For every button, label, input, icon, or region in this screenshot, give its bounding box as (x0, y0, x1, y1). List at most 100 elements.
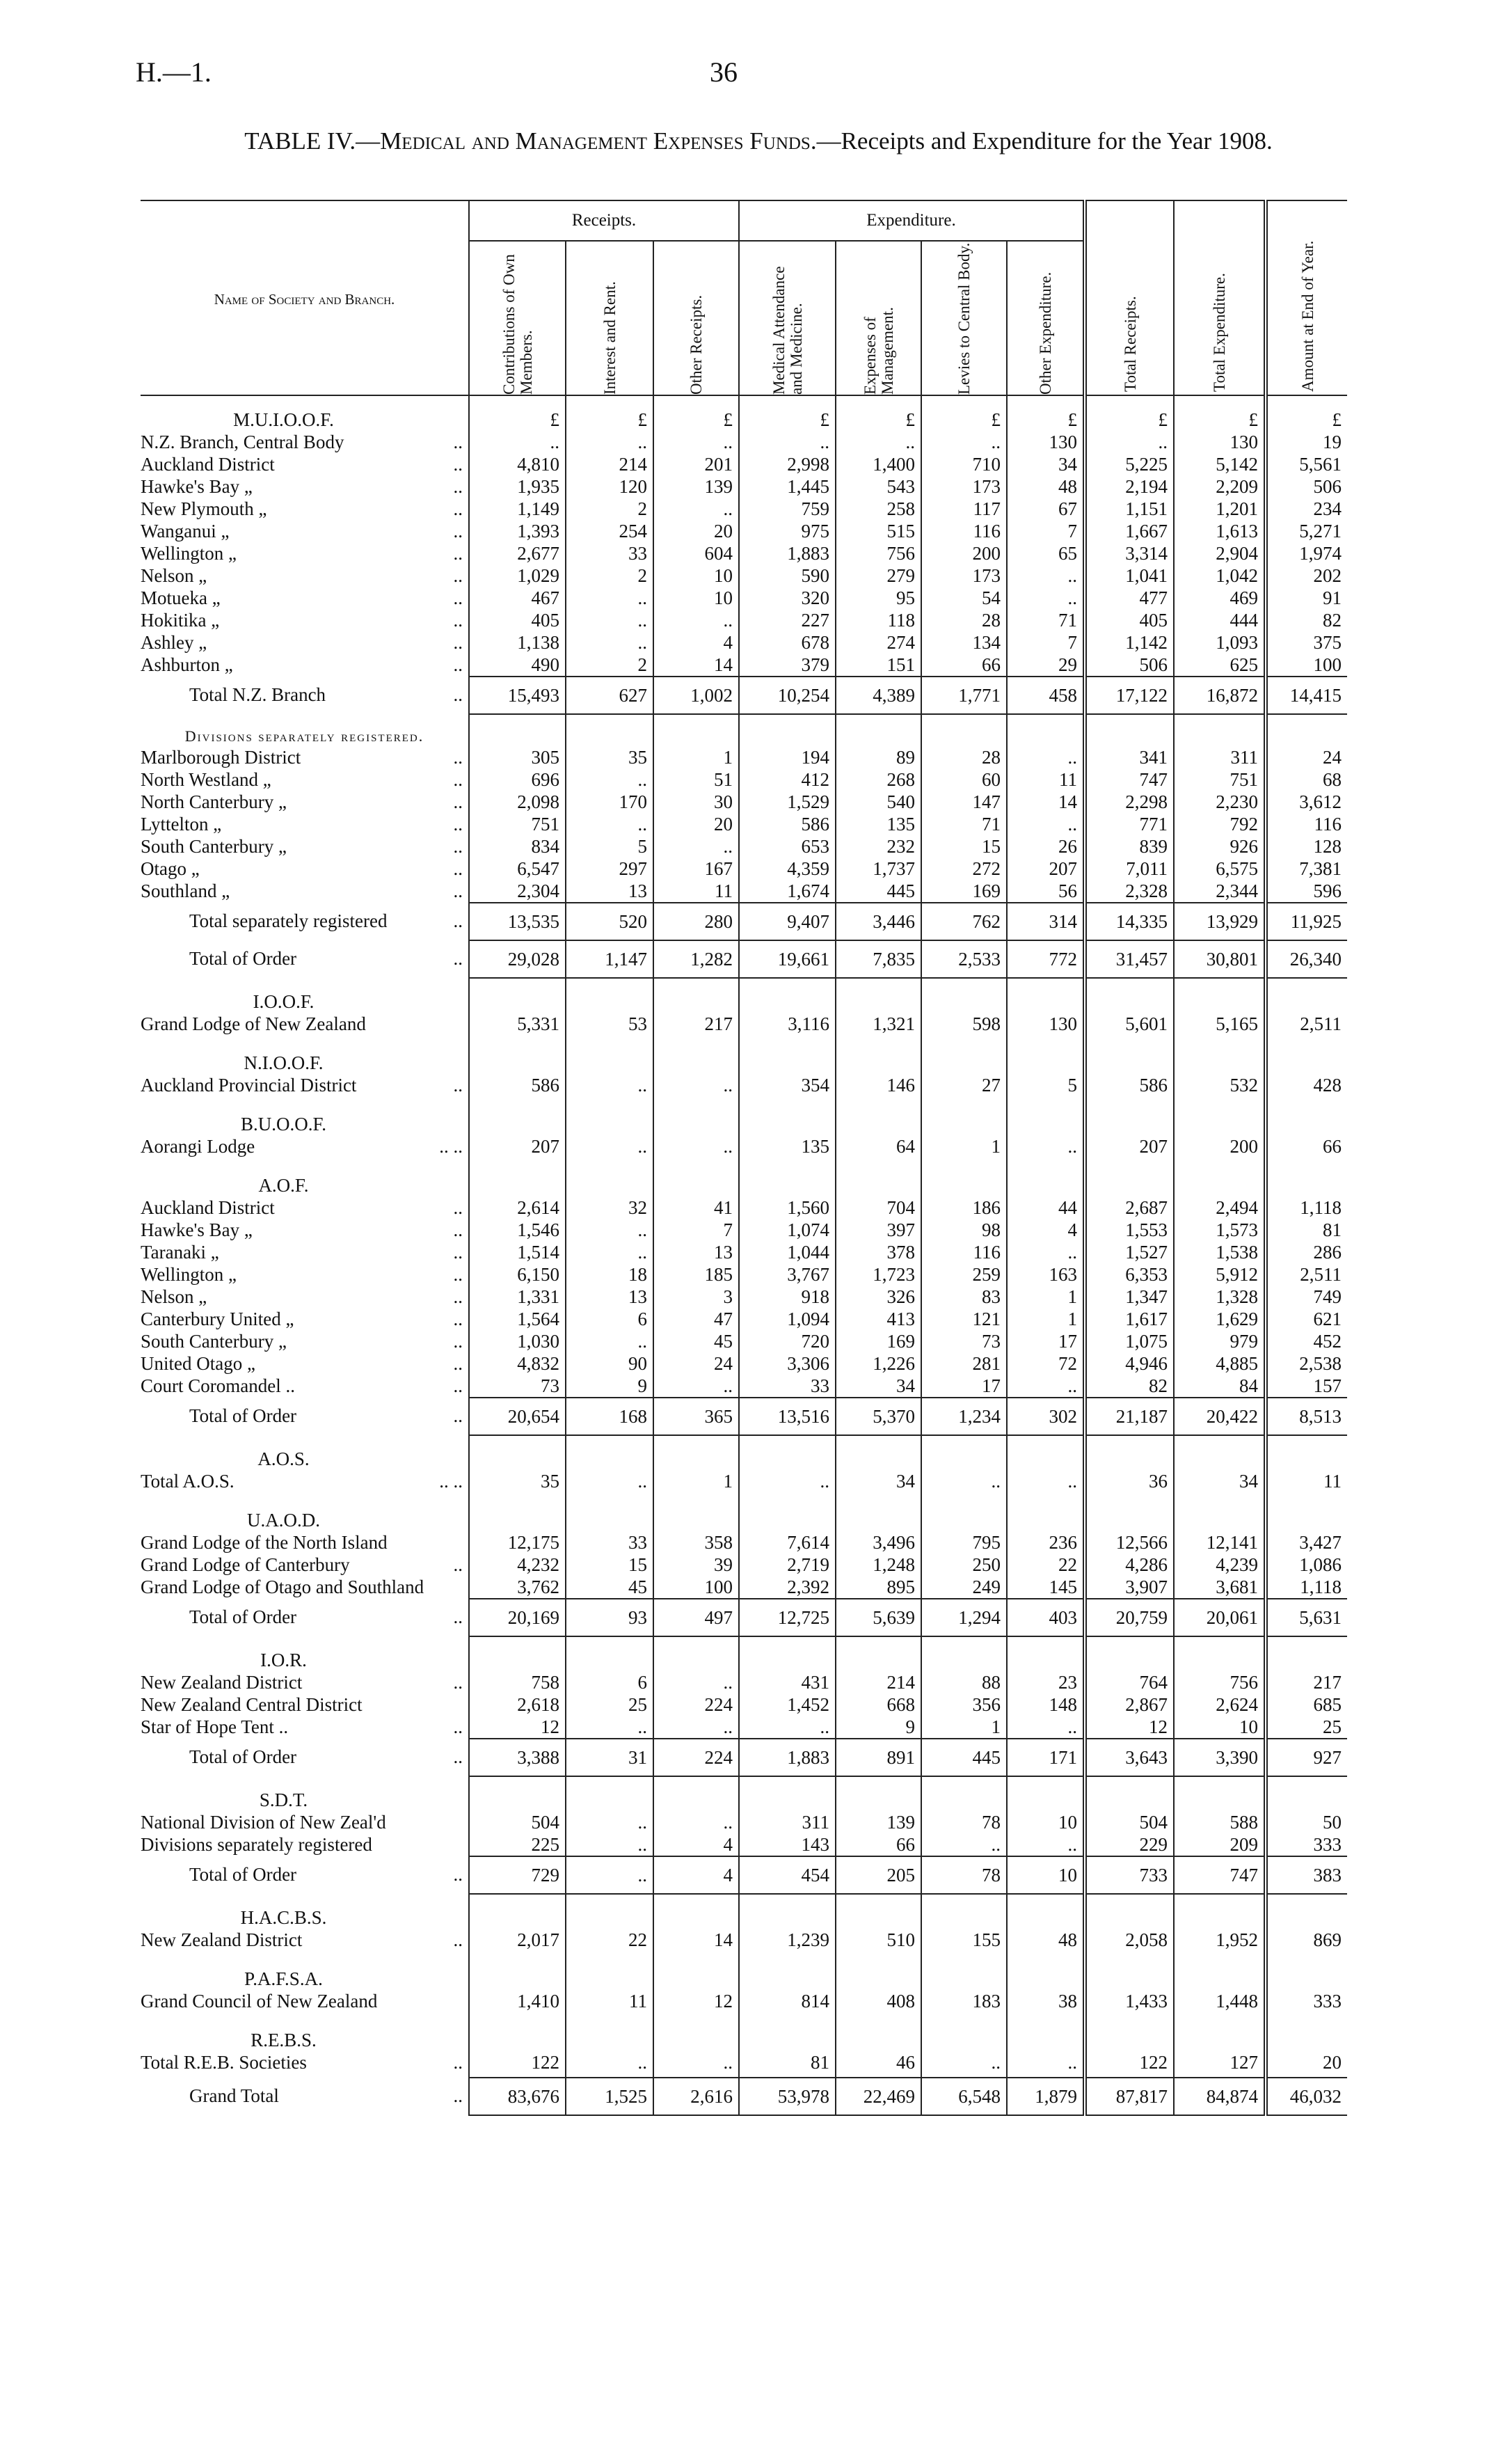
cell: 4,885 (1173, 1352, 1266, 1375)
cell (653, 714, 739, 746)
cell: 31,457 (1083, 940, 1174, 979)
cell: 48 (1006, 1929, 1085, 1951)
cell: 151 (835, 654, 921, 677)
cell: 35 (565, 746, 653, 768)
cell (565, 1100, 653, 1135)
table-header: Name of Society and Branch. Receipts. Expe… (141, 200, 1347, 396)
cell (1173, 2073, 1266, 2078)
cell (835, 1492, 921, 1496)
leader: .. (453, 498, 463, 519)
cell: 1,452 (738, 1693, 836, 1716)
cell: .. (565, 631, 653, 654)
cell: 5,631 (1264, 1598, 1347, 1637)
cell: 520 (565, 902, 653, 941)
cell: 762 (921, 902, 1007, 941)
cell: 1,974 (1264, 542, 1347, 564)
cell: 354 (738, 1074, 836, 1096)
leader: .. (453, 910, 463, 931)
cell (565, 1951, 653, 1955)
cell: 2,194 (1083, 475, 1174, 498)
cell: 67 (1006, 498, 1085, 520)
row-name-text: New Zealand District (141, 1672, 303, 1693)
row-name-text: Total of Order (189, 1864, 297, 1885)
cell (1173, 1096, 1266, 1100)
cell (1083, 1496, 1174, 1531)
unit: £ (468, 395, 566, 431)
leader: .. (453, 1405, 463, 1426)
column-header-text: Other Expenditure. (1036, 271, 1054, 395)
cell (921, 1039, 1007, 1074)
cell: 1,118 (1264, 1576, 1347, 1599)
cell: 47 (653, 1308, 739, 1330)
cell: 78 (921, 1811, 1007, 1833)
cell (835, 1035, 921, 1039)
group-heading: A.O.S. (257, 1448, 310, 1469)
cell: 167 (653, 858, 739, 880)
unit: £ (1173, 395, 1266, 431)
cell (738, 2016, 836, 2051)
cell: .. (565, 2051, 653, 2073)
cell: 14 (653, 654, 739, 677)
cell: 1,935 (468, 475, 566, 498)
cell: 2,058 (1083, 1929, 1174, 1951)
group-row: U.A.O.D. (141, 1496, 1347, 1531)
cell: 89 (835, 746, 921, 768)
cell: 2,098 (468, 791, 566, 813)
cell: 590 (738, 564, 836, 587)
cell: .. (565, 1330, 653, 1352)
cell: .. (565, 609, 653, 631)
cell: 38 (1006, 1990, 1085, 2012)
cell: 272 (921, 858, 1007, 880)
cell: 17 (921, 1375, 1007, 1398)
cell: 5,639 (835, 1598, 921, 1637)
name-header: Name of Society and Branch. (141, 200, 469, 396)
cell: 1,086 (1264, 1554, 1347, 1576)
cell (1173, 2016, 1266, 2051)
title: TABLE IV.—Medical and Management Expense… (139, 127, 1378, 156)
cell: 5 (565, 835, 653, 858)
leader: .. (453, 432, 463, 452)
cell: 91 (1264, 587, 1347, 609)
cell (565, 2016, 653, 2051)
cell (565, 1096, 653, 1100)
cell: 598 (921, 1013, 1007, 1035)
row-name: .. Auckland Provincial District (141, 1074, 469, 1096)
cell: 1,771 (921, 676, 1007, 715)
cell: 668 (835, 1693, 921, 1716)
group-heading: I.O.O.F. (253, 991, 315, 1012)
cell: 764 (1083, 1671, 1174, 1693)
cell (468, 1162, 566, 1196)
cell: 9 (835, 1716, 921, 1739)
cell: 490 (468, 654, 566, 677)
cell: 82 (1264, 609, 1347, 631)
cell (653, 2073, 739, 2078)
cell (1264, 1096, 1347, 1100)
row-name: .. Motueka „ (141, 587, 469, 609)
cell: 895 (835, 1576, 921, 1599)
cell: 170 (565, 791, 653, 813)
cell (921, 1435, 1007, 1470)
row: .. Hawke's Bay „ 1,935 120 139 1,445 543 173 48 2… (141, 475, 1347, 498)
cell: 4,810 (468, 453, 566, 475)
cell: 3,446 (835, 902, 921, 941)
row: .. Nelson „ 1,029 2 10 590 279 173.. 1,041 1,042 2… (141, 564, 1347, 587)
cell (653, 1636, 739, 1671)
cell: 35 (468, 1470, 566, 1492)
cell: 26 (1006, 835, 1085, 858)
cell (921, 1636, 1007, 1671)
cell: 326 (835, 1286, 921, 1308)
row: .. Lyttelton „ 751.. 20 586 135 71.. 771 792 116 (141, 813, 1347, 835)
cell (468, 1100, 566, 1135)
cell: 696 (468, 768, 566, 791)
cell: 3,496 (835, 1531, 921, 1554)
spacer (141, 1492, 1347, 1496)
cell: 268 (835, 768, 921, 791)
cell (653, 1157, 739, 1162)
cell: .. (565, 1833, 653, 1856)
cell (1173, 1492, 1266, 1496)
cell: 2 (565, 654, 653, 677)
column-header: Levies to Central Body. (921, 241, 1007, 396)
cell: 14 (653, 1929, 739, 1951)
leader: .. (453, 1716, 463, 1737)
row: .. .. Aorangi Lodge 207.... 135 64 1.. 207 200 6… (141, 1135, 1347, 1157)
